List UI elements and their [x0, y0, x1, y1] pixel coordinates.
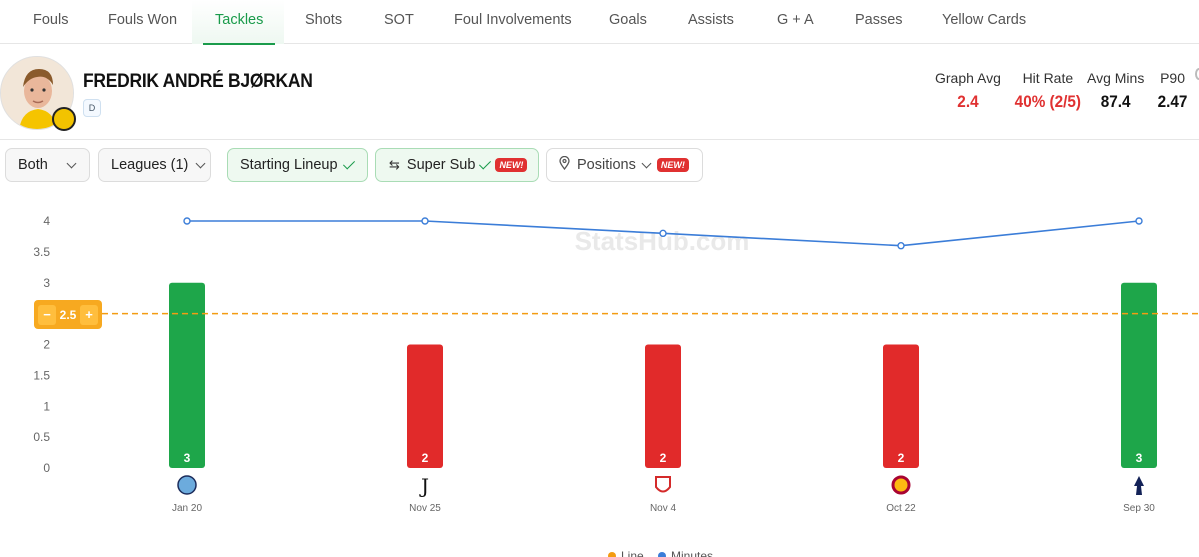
- bar-value-label: 2: [898, 451, 905, 465]
- leagues-filter[interactable]: Leagues (1): [98, 148, 211, 182]
- location-pin-icon: [559, 155, 570, 174]
- y-tick-label: 0: [43, 461, 50, 475]
- decrease-line-button[interactable]: −: [38, 304, 56, 325]
- stat-graph-avg-value: 2.4: [957, 92, 979, 111]
- leagues-filter-label: Leagues (1): [111, 157, 189, 173]
- tab-foul-involvements[interactable]: Foul Involvements: [454, 12, 572, 28]
- starting-lineup-label: Starting Lineup: [240, 157, 338, 173]
- increase-line-button[interactable]: +: [80, 304, 98, 325]
- legend-minutes-marker: [658, 552, 666, 557]
- tottenham-crest-icon: [1134, 476, 1144, 495]
- stat-hit-rate: Hit Rate 40% (2/5): [1011, 70, 1085, 112]
- line-value: 2.5: [59, 307, 77, 322]
- venue-filter[interactable]: Both: [5, 148, 90, 182]
- x-tick-label: Jan 20: [172, 503, 202, 514]
- bar-value-label: 2: [660, 451, 667, 465]
- monaco-crest-icon: [655, 476, 671, 493]
- tab-tackles[interactable]: Tackles: [202, 0, 276, 45]
- y-tick-label: 1: [43, 399, 50, 413]
- stat-p90: P90 2.47: [1156, 70, 1189, 112]
- y-tick-label: 3: [43, 276, 50, 290]
- chevron-down-icon: [66, 158, 77, 168]
- minutes-point: [659, 229, 667, 238]
- bar-value-label: 3: [184, 451, 191, 465]
- tab-fouls-won[interactable]: Fouls Won: [108, 12, 178, 28]
- swap-icon: ⇆: [389, 157, 400, 172]
- tab-goals[interactable]: Goals: [609, 12, 647, 28]
- tackles-bar: [883, 344, 919, 468]
- x-tick-label: Oct 22: [886, 503, 916, 514]
- player-name: FREDRIK ANDRÉ BJØRKAN: [83, 71, 313, 92]
- chevron-down-icon: [195, 158, 206, 168]
- active-tab-highlight: [192, 0, 284, 44]
- stat-avg-mins-value: 87.4: [1100, 92, 1131, 111]
- stat-graph-avg-label: Graph Avg: [935, 70, 1001, 86]
- tab-fouls[interactable]: Fouls: [33, 12, 69, 28]
- club-badge-icon: [52, 107, 76, 131]
- super-sub-toggle[interactable]: ⇆ Super Sub NEW!: [375, 148, 539, 182]
- minutes-point: [421, 217, 429, 225]
- tab-yellow-cards[interactable]: Yellow Cards: [942, 12, 1027, 28]
- y-tick-label: 4: [43, 214, 50, 228]
- stat-avg-mins-label: Avg Mins: [1087, 70, 1145, 86]
- venue-filter-label: Both: [18, 157, 48, 173]
- legend-minutes-label: Minutes: [671, 549, 713, 557]
- y-tick-label: 3.5: [33, 245, 50, 259]
- y-tick-label: 1.5: [33, 368, 50, 382]
- positions-filter[interactable]: Positions NEW!: [546, 148, 703, 182]
- tackles-bar: [407, 344, 443, 468]
- stat-avg-mins: Avg Mins 87.4: [1087, 70, 1144, 112]
- galatasaray-crest-icon: [891, 475, 911, 495]
- super-sub-label: Super Sub: [406, 157, 476, 173]
- y-tick-label: 2: [43, 338, 50, 352]
- juventus-crest-icon: J: [419, 474, 429, 498]
- header-divider: [0, 139, 1199, 140]
- stat-hit-rate-value: 40% (2/5): [1014, 92, 1082, 111]
- new-badge: NEW!: [495, 158, 528, 172]
- info-icon[interactable]: [1195, 68, 1199, 80]
- stat-p90-value: 2.47: [1157, 92, 1188, 111]
- starting-lineup-toggle[interactable]: Starting Lineup: [227, 148, 368, 182]
- check-icon: [479, 156, 492, 170]
- tackles-bar: [169, 282, 205, 468]
- tab-assists[interactable]: Assists: [688, 12, 734, 28]
- minutes-point: [1135, 217, 1143, 225]
- stat-graph-avg: Graph Avg 2.4: [935, 70, 1001, 112]
- legend-line-label: Line: [621, 549, 644, 557]
- tab-passes[interactable]: Passes: [855, 12, 903, 28]
- positions-filter-label: Positions: [577, 157, 636, 173]
- line-value-control[interactable]: − 2.5 +: [34, 300, 102, 329]
- tackles-bar: [645, 344, 681, 468]
- tab-shots[interactable]: Shots: [305, 12, 343, 28]
- tackles-bar: [1121, 282, 1157, 468]
- x-tick-label: Nov 4: [650, 503, 677, 514]
- stat-p90-label: P90: [1160, 70, 1185, 86]
- bar-value-label: 2: [422, 451, 429, 465]
- tab-sot[interactable]: SOT: [384, 12, 414, 28]
- stat-tabs: Fouls Fouls Won Tackles Shots SOT Foul I…: [0, 0, 1199, 45]
- legend-line-marker: [608, 552, 616, 557]
- x-tick-label: Sep 30: [1123, 503, 1155, 514]
- position-badge: D: [83, 99, 101, 117]
- man-city-crest-icon: [177, 475, 197, 495]
- y-tick-label: 0.5: [33, 430, 50, 444]
- x-tick-label: Nov 25: [409, 503, 441, 514]
- stat-hit-rate-label: Hit Rate: [1022, 70, 1074, 86]
- minutes-point: [897, 242, 905, 250]
- minutes-point: [183, 217, 191, 225]
- bar-value-label: 3: [1136, 451, 1143, 465]
- tab-g-plus-a[interactable]: G + A: [777, 12, 814, 28]
- new-badge: NEW!: [656, 158, 689, 172]
- chevron-down-icon: [641, 158, 652, 168]
- check-icon: [342, 156, 355, 170]
